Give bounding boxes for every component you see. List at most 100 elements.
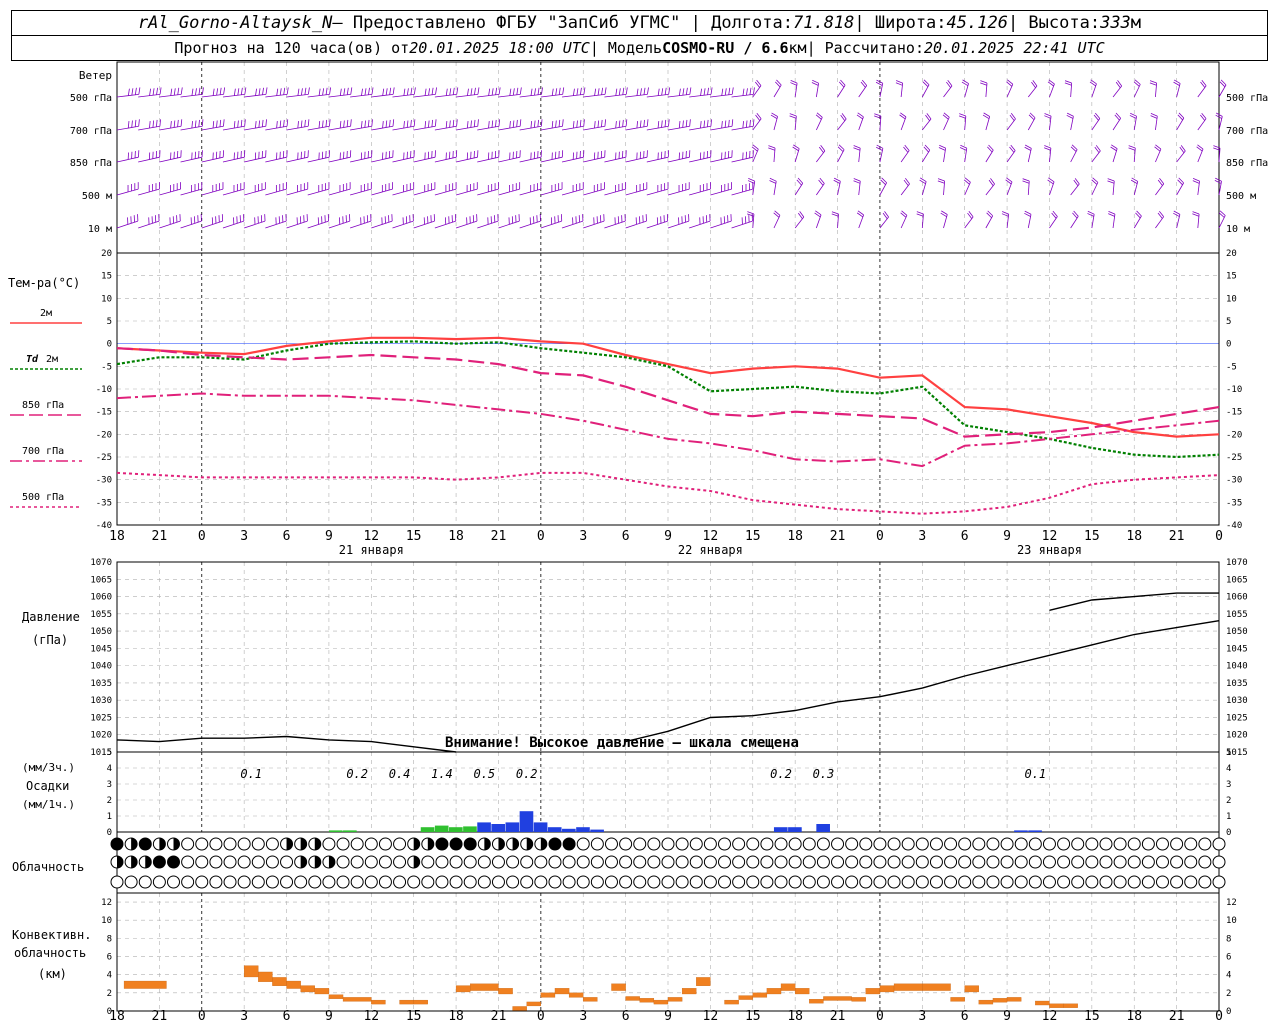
- conv-bar: [639, 998, 655, 1003]
- wind-barb-shaft: [519, 220, 541, 229]
- latitude-value: 45.126: [946, 13, 1008, 33]
- wind-barb-flag: [159, 87, 162, 95]
- wind-barb-shaft: [879, 216, 889, 229]
- wind-barb-flag: [477, 87, 480, 95]
- conv-bar: [512, 1006, 527, 1011]
- cloud-symbol: [1184, 837, 1198, 851]
- wind-barb-flag: [265, 119, 267, 127]
- wind-barb-flag: [747, 180, 755, 184]
- wind-barb-flag: [882, 212, 888, 220]
- conv-bar: [1006, 997, 1022, 1002]
- cloud-symbol: [675, 837, 689, 851]
- wind-barb-flag: [838, 144, 845, 150]
- conv-bar: [950, 997, 965, 1002]
- wind-barb-flag: [410, 87, 413, 95]
- wind-barb-flag: [576, 88, 579, 96]
- cloud-symbol: [195, 837, 209, 851]
- cloud-symbol: [859, 875, 873, 889]
- pressure-tick: 1050: [90, 627, 112, 637]
- wind-barb-shaft: [964, 182, 971, 196]
- cloud-symbol: [378, 855, 392, 869]
- legend-t2m: 2м: [40, 308, 52, 319]
- wind-barb-shaft: [773, 116, 778, 131]
- wind-barb-flag: [1215, 112, 1223, 117]
- wind-barb-flag: [279, 120, 282, 128]
- wind-barb-flag: [685, 119, 688, 127]
- time-tick: 18: [787, 529, 803, 544]
- wind-barb-shaft: [1133, 84, 1141, 98]
- wind-barb-shaft: [583, 156, 605, 163]
- wind-barb-flag: [1213, 145, 1221, 149]
- wind-barb-shaft: [1027, 214, 1032, 229]
- wind-barb-flag: [1006, 81, 1013, 87]
- wind-barb-shaft: [1112, 214, 1116, 229]
- wind-barb-shaft: [773, 215, 781, 229]
- time-tick: 21: [491, 529, 507, 544]
- conv-bar: [964, 985, 979, 993]
- wind-barb-flag: [262, 87, 264, 95]
- cloud-symbol: [845, 875, 859, 889]
- wind-barb-flag: [754, 81, 760, 88]
- wind-barb-flag: [1197, 144, 1204, 150]
- time-tick-bottom: 18: [448, 1009, 464, 1024]
- wind-barb-flag: [752, 144, 759, 150]
- wind-barb-flag: [982, 114, 990, 120]
- wind-barb-flag: [555, 88, 558, 96]
- cloud-symbol: [647, 855, 661, 869]
- wind-barbs: [116, 79, 1227, 229]
- wind-barb-flag: [198, 87, 201, 95]
- cloud-symbol: [449, 875, 463, 889]
- time-tick-bottom: 6: [283, 1009, 291, 1024]
- cloud-symbol: [1000, 837, 1014, 851]
- wind-barb-flag: [983, 112, 990, 117]
- wind-barb-shaft: [710, 125, 733, 131]
- cloud-symbol: [986, 855, 1000, 869]
- cloud-symbol: [110, 837, 124, 851]
- wind-barb-shaft: [159, 125, 182, 131]
- cloud-symbol: [138, 875, 152, 889]
- wind-barb-flag: [534, 120, 536, 128]
- wind-barb-flag: [519, 119, 522, 127]
- wind-barb-shaft: [731, 156, 754, 163]
- wind-barb-shaft: [625, 220, 647, 229]
- precip-bar: [491, 824, 506, 832]
- wind-barb-shaft: [434, 188, 457, 196]
- wind-barb-flag: [1024, 144, 1032, 149]
- precip-label: 1.4: [431, 767, 453, 781]
- wind-barb-flag: [170, 121, 172, 129]
- wind-barb-flag: [1155, 144, 1162, 150]
- pressure-line: [116, 592, 1220, 753]
- cloud-symbol: [265, 875, 279, 889]
- precip-tick-right: 1: [1226, 812, 1231, 822]
- wind-barb-shaft: [583, 93, 606, 98]
- wind-barb-flag: [233, 121, 236, 129]
- wind-barb-shaft: [116, 220, 139, 229]
- cloud-symbol: [350, 875, 364, 889]
- wind-barb-flag: [768, 147, 775, 151]
- precip-bars: [328, 811, 1042, 832]
- day-label: 23 января: [1017, 543, 1082, 557]
- wind-barb-shaft: [244, 188, 266, 196]
- cloud-symbol: [1127, 837, 1141, 851]
- conv-y-ticks: 12 12 10 10 8 8 6 6 4 4 2 2 0 0: [101, 898, 1237, 1017]
- cloud-symbol: [110, 875, 124, 889]
- wind-barb-flag: [1200, 81, 1206, 88]
- temp-tick: -10: [96, 385, 112, 395]
- wind-barb-shaft: [350, 188, 372, 196]
- conv-bar: [851, 997, 866, 1002]
- conv-bar: [653, 999, 669, 1005]
- conv-tick-right: 0: [1226, 1007, 1231, 1017]
- wind-barb-flag: [796, 179, 802, 186]
- wind-barb-shaft: [561, 188, 584, 196]
- cloud-fill-half: [145, 856, 152, 868]
- altitude-unit: м: [1130, 13, 1142, 33]
- wind-barb-flag: [1173, 81, 1180, 86]
- wind-barb-shaft: [138, 125, 160, 131]
- wind-barb-flag: [240, 119, 243, 127]
- wind-barb-flag: [943, 112, 950, 118]
- cloud-symbol: [1028, 875, 1042, 889]
- wind-barb-flag: [537, 119, 539, 127]
- wind-barb-flag: [1154, 146, 1161, 152]
- cloud-symbol: [647, 875, 661, 889]
- precip-bar: [505, 822, 520, 832]
